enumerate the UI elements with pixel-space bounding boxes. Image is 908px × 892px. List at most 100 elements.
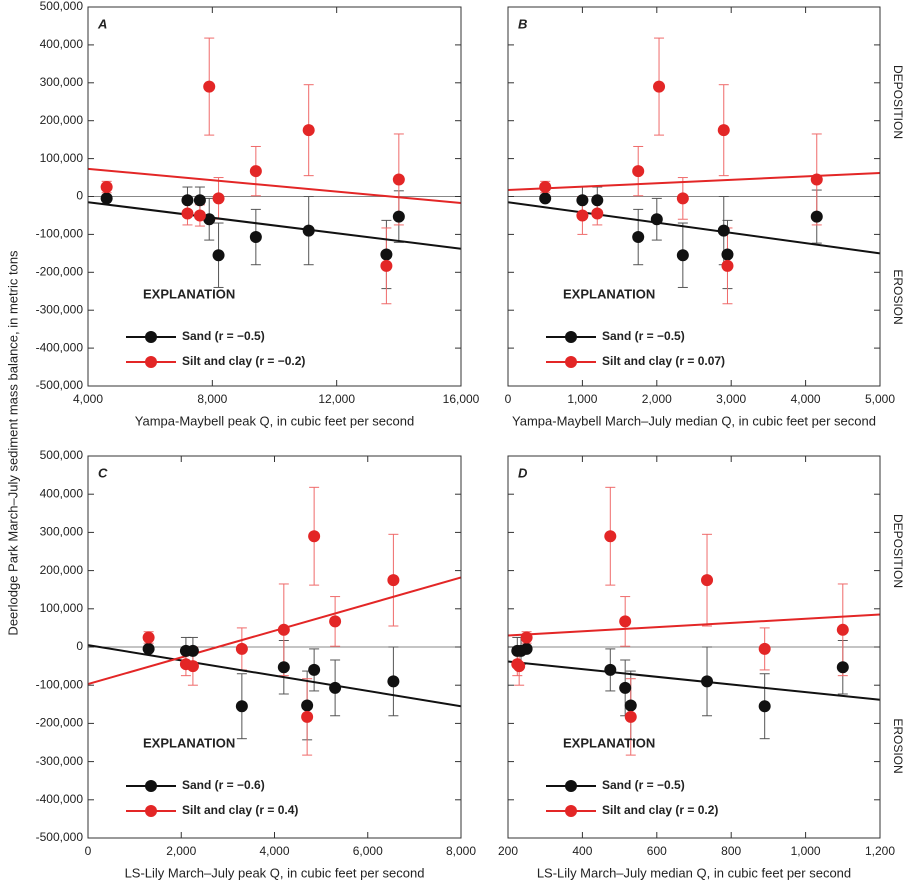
x-tick-label: 4,000 [791, 392, 821, 406]
trend-line [508, 201, 880, 255]
point [539, 181, 552, 194]
point [212, 192, 225, 205]
legend-marker [145, 805, 157, 817]
y-tick-label: 100,000 [40, 601, 84, 615]
point [387, 574, 400, 587]
side-label: DEPOSITION [891, 514, 905, 588]
legend-label: Silt and clay (r = 0.4) [182, 803, 298, 817]
point [539, 192, 552, 205]
trend-line [88, 576, 461, 686]
legend-label: Sand (r = −0.5) [602, 778, 685, 792]
x-tick-label: 1,000 [567, 392, 597, 406]
y-tick-label: -100,000 [36, 677, 84, 691]
x-tick-label: 6,000 [353, 844, 383, 858]
point [249, 165, 262, 178]
point [591, 194, 604, 207]
y-tick-label: 100,000 [40, 151, 84, 165]
y-tick-label: 300,000 [40, 75, 84, 89]
trend-line [88, 201, 461, 250]
panel: 0 1,000 2,000 3,000 4,000 5,000 Yampa-Maybell … [505, 6, 905, 428]
point [632, 165, 645, 178]
point [701, 574, 714, 587]
x-tick-label: 4,000 [259, 844, 289, 858]
point [380, 259, 393, 272]
point [392, 210, 405, 223]
point [235, 642, 248, 655]
legend-label: Sand (r = −0.5) [602, 329, 685, 343]
legend-label: Silt and clay (r = 0.07) [602, 354, 725, 368]
point [302, 224, 315, 237]
point [142, 631, 155, 644]
plot-area [508, 486, 880, 756]
plot-area [88, 37, 461, 305]
point [329, 615, 342, 628]
point [619, 681, 632, 694]
side-label: EROSION [891, 269, 905, 324]
plot-area [88, 486, 461, 756]
point [186, 660, 199, 673]
point [302, 124, 315, 137]
x-tick-label: 1,000 [791, 844, 821, 858]
point [591, 207, 604, 220]
x-axis-label: Yampa-Maybell March–July median Q, in cu… [512, 413, 876, 428]
point [676, 192, 689, 205]
y-tick-label: -300,000 [36, 302, 84, 316]
point [513, 660, 526, 673]
y-tick-label: 300,000 [40, 525, 84, 539]
point [249, 231, 262, 244]
panel-letter: A [97, 16, 107, 31]
side-label: EROSION [891, 718, 905, 773]
point [329, 681, 342, 694]
y-tick-label: -200,000 [36, 264, 84, 278]
point [653, 80, 666, 93]
y-tick-label: -100,000 [36, 227, 84, 241]
point [604, 663, 617, 676]
legend-label: Silt and clay (r = −0.2) [182, 354, 305, 368]
point [308, 530, 321, 543]
point [650, 213, 663, 226]
x-tick-label: 200 [498, 844, 518, 858]
x-tick-label: 3,000 [716, 392, 746, 406]
point [721, 248, 734, 261]
frame [87, 6, 462, 387]
frame [507, 455, 881, 839]
point [604, 530, 617, 543]
x-tick-label: 600 [647, 844, 667, 858]
legend-marker [565, 356, 577, 368]
y-tick-label: 0 [76, 189, 83, 203]
point [701, 675, 714, 688]
point [576, 209, 589, 222]
legend-marker [565, 780, 577, 792]
legend-title: EXPLANATION [563, 286, 655, 301]
legend-marker [565, 331, 577, 343]
point [380, 248, 393, 261]
x-tick-label: 2,000 [642, 392, 672, 406]
y-tick-label: 200,000 [40, 563, 84, 577]
trend-line [88, 167, 461, 204]
point [810, 173, 823, 186]
point [203, 213, 216, 226]
x-tick-label: 0 [505, 392, 512, 406]
point [576, 194, 589, 207]
x-axis-label: LS-Lily March–July median Q, in cubic fe… [537, 865, 851, 880]
panel-letter: C [98, 465, 108, 480]
legend-label: Sand (r = −0.5) [182, 329, 265, 343]
x-tick-label: 12,000 [318, 392, 355, 406]
point [836, 661, 849, 674]
panel-letter: D [518, 465, 528, 480]
point [212, 249, 225, 262]
y-tick-label: 0 [76, 639, 83, 653]
point [301, 710, 314, 723]
point [277, 661, 290, 674]
point [758, 642, 771, 655]
legend-marker [565, 805, 577, 817]
point [624, 710, 637, 723]
point [758, 700, 771, 713]
trend-line [88, 644, 461, 708]
x-tick-label: 800 [721, 844, 741, 858]
plot-area [508, 37, 880, 305]
point [142, 642, 155, 655]
point [810, 210, 823, 223]
legend-label: Silt and clay (r = 0.2) [602, 803, 718, 817]
